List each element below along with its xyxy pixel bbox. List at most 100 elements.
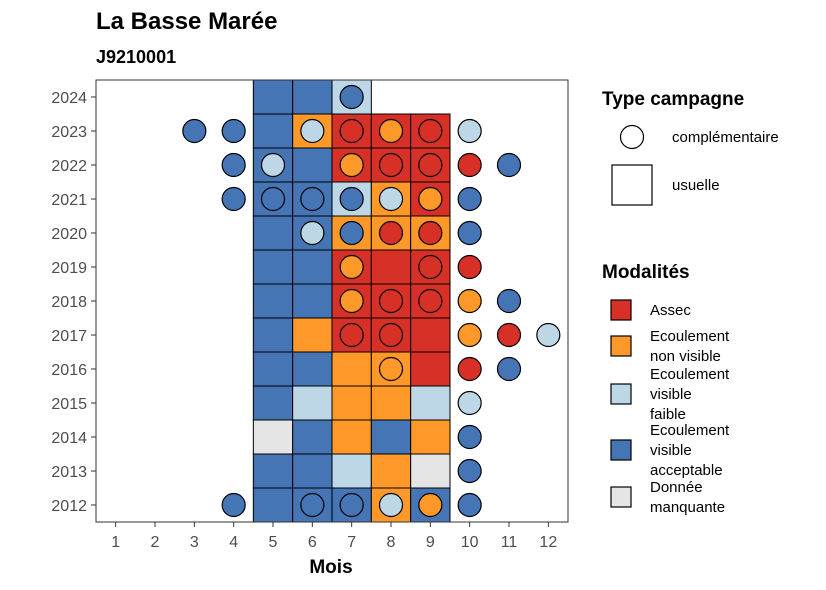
tile-2019-6 — [292, 249, 333, 285]
point-2022-11 — [496, 152, 522, 178]
y-tick-label: 2013 — [51, 464, 87, 481]
point-2012-8 — [378, 492, 404, 518]
point-2023-6 — [300, 118, 325, 144]
point-2018-10 — [457, 288, 482, 314]
point-2012-10 — [457, 492, 482, 518]
legend-label-nonvis: Ecoulement — [650, 328, 730, 345]
tile-2019-8 — [370, 249, 412, 285]
point-2023-4 — [221, 118, 246, 144]
tile-2016-7 — [331, 351, 372, 387]
point-2021-9 — [418, 186, 443, 212]
point-2020-8 — [378, 220, 404, 246]
point-2017-12 — [536, 322, 561, 348]
point-2012-4 — [221, 492, 246, 518]
point-2022-10 — [457, 152, 482, 178]
legend-key-nodata — [610, 486, 632, 508]
y-tick-label: 2015 — [51, 396, 87, 413]
point-2012-9 — [418, 492, 443, 518]
tile-2014-5 — [252, 419, 294, 455]
point-2020-6 — [300, 220, 325, 246]
x-tick-label: 11 — [501, 534, 518, 551]
x-tick-label: 2 — [151, 534, 160, 551]
point-2023-7 — [339, 118, 364, 144]
y-tick-label: 2023 — [51, 124, 87, 141]
tile-2015-9 — [410, 385, 451, 421]
tile-2019-5 — [252, 249, 294, 285]
legend-circle-key — [619, 124, 645, 150]
x-tick-label: 7 — [347, 534, 356, 551]
tile-2016-5 — [252, 351, 294, 387]
point-2019-9 — [418, 254, 443, 280]
y-tick-label: 2021 — [51, 192, 87, 209]
tile-2013-6 — [292, 453, 333, 489]
tile-2013-8 — [370, 453, 412, 489]
y-tick-label: 2014 — [51, 430, 87, 447]
point-2012-6 — [300, 492, 325, 518]
tile-2013-7 — [331, 453, 372, 489]
point-2020-7 — [339, 220, 364, 246]
tile-2015-8 — [370, 385, 412, 421]
usuelle-tiles — [252, 79, 451, 523]
tile-2017-6 — [292, 317, 333, 353]
point-2018-7 — [339, 288, 364, 314]
tile-2017-9 — [410, 317, 451, 353]
point-2024-7 — [339, 84, 364, 110]
x-tick-label: 9 — [426, 534, 435, 551]
point-2022-4 — [221, 152, 246, 178]
tile-2018-5 — [252, 283, 294, 319]
tile-2014-9 — [410, 419, 451, 455]
point-2013-10 — [457, 458, 482, 484]
x-tick-label: 8 — [387, 534, 396, 551]
y-tick-label: 2016 — [51, 362, 87, 379]
point-2021-8 — [378, 186, 404, 212]
y-tick-label: 2017 — [51, 328, 87, 345]
point-2020-9 — [418, 220, 443, 246]
y-axis: 2024 2023 2022 2021 2020 2019 2018 2017 2016 2015… — [51, 90, 96, 515]
point-2023-8 — [378, 118, 404, 144]
chart-title: La Basse Marée — [96, 8, 277, 35]
legend-label-accept: acceptable — [650, 462, 723, 479]
tile-2015-7 — [331, 385, 372, 421]
legend-label-accept: visible — [650, 442, 692, 459]
tile-2024-6 — [292, 79, 333, 115]
point-2021-4 — [221, 186, 246, 212]
point-2021-10 — [457, 186, 482, 212]
x-tick-label: 1 — [111, 534, 120, 551]
y-tick-label: 2024 — [51, 90, 87, 107]
point-2021-5 — [260, 186, 286, 212]
legend-label-faible: Ecoulement — [650, 366, 730, 383]
tile-2015-5 — [252, 385, 294, 421]
point-2018-11 — [496, 288, 522, 314]
point-2019-10 — [457, 254, 482, 280]
y-tick-label: 2020 — [51, 226, 87, 243]
x-tick-label: 12 — [539, 534, 557, 551]
legend-type-label: usuelle — [672, 177, 720, 194]
y-tick-label: 2019 — [51, 260, 87, 277]
tile-2013-5 — [252, 453, 294, 489]
point-2022-9 — [418, 152, 443, 178]
point-2019-7 — [339, 254, 364, 280]
legend-label-accept: Ecoulement — [650, 422, 730, 439]
tile-2022-6 — [292, 147, 333, 183]
point-2023-3 — [182, 118, 207, 144]
point-2022-7 — [339, 152, 364, 178]
point-2016-10 — [457, 356, 482, 382]
legend-label-faible: faible — [650, 406, 686, 423]
tile-2016-9 — [410, 351, 451, 387]
point-2020-10 — [457, 220, 482, 246]
legend-key-accept — [610, 439, 632, 461]
complementaire-points — [182, 84, 561, 518]
y-tick-label: 2022 — [51, 158, 87, 175]
legend-label-faible: visible — [650, 386, 692, 403]
legend-type-campagne: Type campagne complémentaire usuelle — [602, 89, 779, 206]
tile-2014-8 — [370, 419, 412, 455]
legend-label-nonvis: non visible — [650, 348, 721, 365]
tile-2020-5 — [252, 215, 294, 251]
legend-key-assec — [610, 299, 632, 321]
tile-2015-6 — [292, 385, 333, 421]
point-2022-8 — [378, 152, 404, 178]
tile-2014-7 — [331, 419, 372, 455]
point-2017-11 — [496, 322, 522, 348]
